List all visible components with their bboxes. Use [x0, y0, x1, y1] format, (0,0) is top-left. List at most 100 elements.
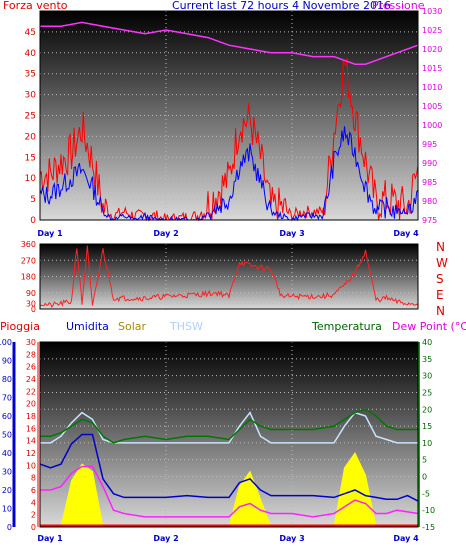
pressure-tick-label: 1030	[422, 7, 442, 16]
rain-tick-label: 18	[26, 412, 36, 421]
solar-area	[40, 452, 387, 528]
pressure-tick-label: 1010	[422, 83, 442, 92]
pressure-tick-label: 985	[422, 178, 437, 187]
pressure-tick-label: 1015	[422, 64, 442, 73]
wind-tick-label: 40	[25, 49, 37, 59]
direction-tick-label: 0	[31, 305, 36, 314]
wind-tick-label: 30	[25, 91, 37, 101]
humidity-tick-label: 10	[2, 505, 12, 514]
day-label: Day 1	[37, 229, 63, 238]
humidity-tick-label: 100	[0, 338, 12, 347]
direction-tick-label: 30	[26, 300, 36, 309]
panel-top-frame	[39, 10, 419, 221]
rain-tick-label: 12	[26, 449, 36, 458]
direction-tick-label: 270	[21, 256, 36, 265]
grid	[40, 11, 418, 528]
direction-tick-label: 360	[21, 240, 36, 249]
chart-title: Current last 72 hours 4 Novembre 2016	[172, 0, 391, 12]
dir-letter-s: S	[436, 272, 444, 286]
temperature-tick-label: -5	[422, 489, 430, 498]
humidity-tick-label: 60	[2, 412, 12, 421]
temperature-tick-label: 35	[422, 355, 432, 364]
rain-tick-label: 20	[26, 400, 36, 409]
humidity-series	[39, 433, 419, 502]
day-label: Day 2	[153, 534, 178, 543]
day-label: Day 3	[279, 534, 304, 543]
temperature-tick-label: 25	[422, 388, 432, 397]
rain-tick-label: 30	[26, 338, 36, 347]
legend-thsw: THSW	[169, 320, 203, 333]
legend-dew-point: Dew Point (°C)	[392, 320, 466, 333]
dir-letter-w: W	[436, 256, 448, 270]
pressure-tick-label: 980	[422, 197, 437, 206]
wind-avg-series	[39, 126, 419, 222]
rain-tick-label: 26	[26, 363, 36, 372]
direction-tick-label: 90	[26, 289, 36, 298]
wind-axis-title: Forza vento	[3, 0, 68, 12]
temperature-tick-label: 5	[422, 456, 427, 465]
wind-tick-label: 20	[25, 132, 37, 142]
temperature-tick-label: 0	[422, 473, 427, 482]
humidity-tick-label: 20	[2, 486, 12, 495]
day-label: Day 1	[37, 534, 63, 543]
wind-direction-series	[39, 245, 419, 309]
wind-tick-label: 25	[25, 112, 36, 122]
humidity-tick-label: 80	[2, 375, 12, 384]
legend-solar: Solar	[118, 320, 147, 333]
wind-tick-label: 5	[30, 195, 36, 205]
pressure-tick-label: 1025	[422, 26, 442, 35]
wind-tick-label: 0	[30, 216, 36, 226]
temperature-series	[40, 408, 418, 444]
humidity-tick-label: 0	[7, 523, 12, 532]
pressure-tick-label: 975	[422, 216, 437, 225]
rain-tick-label: 22	[26, 387, 36, 396]
day-label: Day 4	[393, 534, 419, 543]
legend-rain: Pioggia	[0, 320, 40, 333]
legend-temperature: Temperatura	[311, 320, 382, 333]
wind-tick-label: 15	[25, 153, 36, 163]
pressure-tick-label: 1000	[422, 121, 442, 130]
day-label: Day 2	[153, 229, 178, 238]
rain-tick-label: 10	[26, 461, 36, 470]
humidity-tick-label: 30	[2, 468, 12, 477]
dir-letter-n: N	[436, 240, 445, 254]
humidity-tick-label: 40	[2, 449, 12, 458]
tick-labels: Day 1 Day 1 Day 2 Day 2 Day 3 Day 3 Day 4 Day 4…	[0, 7, 442, 543]
pressure-tick-label: 1005	[422, 102, 442, 111]
rain-tick-label: 14	[26, 437, 36, 446]
rain-tick-label: 4	[31, 498, 36, 507]
temperature-tick-label: 10	[422, 439, 432, 448]
rain-tick-label: 2	[31, 511, 36, 520]
rain-tick-label: 8	[31, 474, 36, 483]
humidity-tick-label: 50	[2, 431, 12, 440]
temperature-tick-label: -10	[422, 506, 435, 515]
day-label: Day 3	[279, 229, 304, 238]
panel-weather-frame	[39, 341, 419, 528]
pressure-axis-title: Pressione	[372, 0, 425, 12]
panel-direction-frame	[39, 243, 419, 310]
humidity-tick-label: 90	[2, 357, 12, 366]
dir-letter-e: E	[436, 288, 444, 302]
rain-tick-label: 0	[31, 523, 36, 532]
legend-humidity: Umidita	[66, 320, 109, 333]
pressure-tick-label: 990	[422, 159, 437, 168]
series-layer	[39, 21, 419, 528]
pressure-tick-label: 1020	[422, 45, 442, 54]
temperature-tick-label: 15	[422, 422, 432, 431]
temperature-tick-label: -15	[422, 523, 435, 532]
wind-tick-label: 35	[25, 70, 36, 80]
rain-tick-label: 16	[26, 424, 36, 433]
wind-tick-label: 10	[25, 174, 37, 184]
temperature-tick-label: 20	[422, 405, 432, 414]
rain-tick-label: 28	[26, 350, 36, 359]
temperature-tick-label: 30	[422, 372, 432, 381]
rain-tick-label: 24	[26, 375, 36, 384]
wind-tick-label: 45	[25, 28, 36, 38]
dir-letter-n2: N	[436, 304, 445, 318]
day-label: Day 4	[393, 229, 419, 238]
pressure-tick-label: 995	[422, 140, 437, 149]
wind-gust-series	[39, 57, 419, 222]
humidity-tick-label: 70	[2, 394, 12, 403]
